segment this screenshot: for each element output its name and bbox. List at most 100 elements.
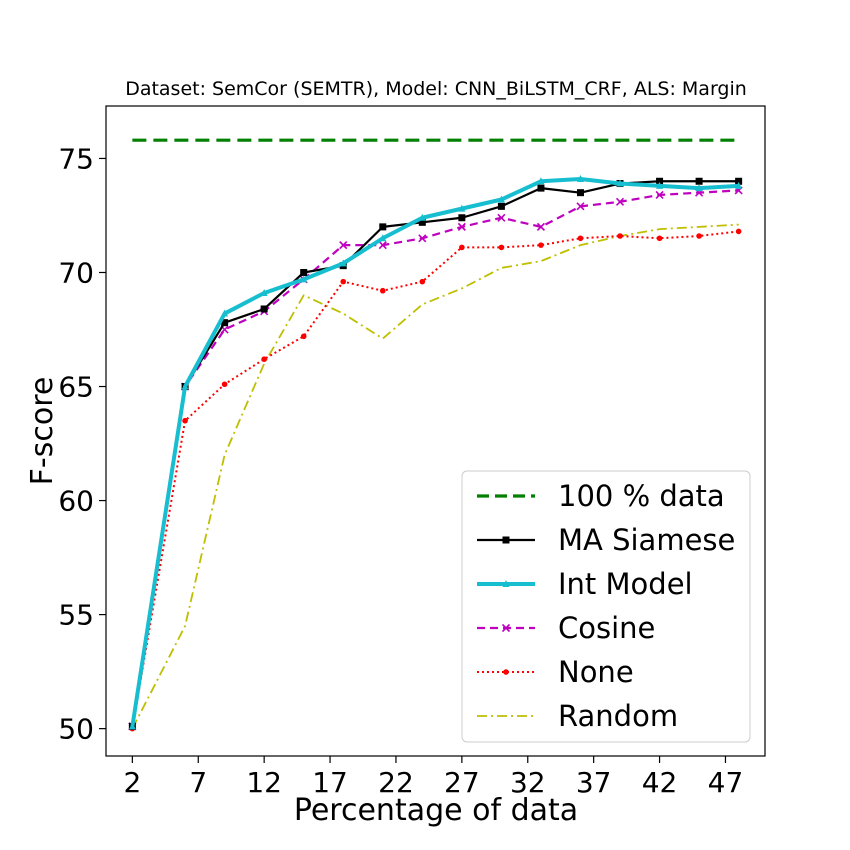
data-point-ma-siamese: [458, 214, 466, 222]
data-point-cosine: [339, 241, 348, 250]
legend-label: MA Siamese: [558, 523, 735, 557]
data-point-int-model: [537, 177, 545, 185]
data-point-int-model: [576, 174, 584, 182]
data-point-none: [340, 278, 347, 285]
series-line-random: [131, 223, 739, 730]
x-tick-label: 37: [576, 766, 612, 799]
data-point-ma-siamese: [300, 268, 308, 276]
data-point-ma-siamese: [537, 184, 545, 192]
data-point-int-model: [656, 181, 664, 189]
x-axis-ticks: 2 7 12 17 22 27 32 37 42 47: [123, 756, 743, 799]
x-tick-label: 17: [312, 766, 348, 799]
data-point-int-model: [458, 204, 466, 212]
legend-label: Int Model: [558, 567, 693, 601]
legend-item-100-data: 100 % data: [477, 479, 725, 513]
x-axis-label: Percentage of data: [294, 793, 578, 828]
data-point-none: [696, 233, 702, 239]
y-tick-label: 70: [58, 256, 94, 289]
x-tick-label: 42: [642, 766, 678, 799]
data-point-cosine: [536, 222, 546, 231]
series-random: [131, 223, 739, 730]
data-point-int-model: [616, 179, 624, 187]
data-point-ma-siamese: [497, 202, 505, 210]
series-line-cosine: [131, 189, 739, 727]
data-point-none: [735, 228, 742, 235]
data-point-ma-siamese: [576, 189, 584, 197]
data-point-ma-siamese: [735, 177, 743, 185]
data-point-none: [538, 242, 544, 248]
series-none: [129, 228, 742, 732]
legend-marker: [503, 669, 509, 675]
data-point-cosine: [576, 202, 585, 211]
x-tick-label: 22: [378, 766, 414, 799]
y-tick-label: 50: [58, 713, 94, 746]
data-point-none: [577, 235, 584, 242]
series-layer: [128, 138, 743, 732]
data-point-none: [379, 287, 386, 294]
legend-frame: [461, 470, 751, 743]
x-tick-label: 47: [708, 766, 744, 799]
data-point-int-model: [735, 181, 743, 189]
legend-label: None: [558, 655, 634, 689]
data-point-none: [182, 417, 188, 424]
data-point-int-model: [695, 184, 703, 192]
data-point-int-model: [181, 382, 189, 390]
y-axis-ticks: 50 55 60 65 70 75: [58, 142, 106, 746]
data-point-ma-siamese: [695, 177, 703, 185]
y-tick-label: 55: [58, 599, 94, 632]
legend-label: Cosine: [558, 611, 655, 645]
plot-frame: [105, 105, 766, 757]
data-point-none: [300, 333, 307, 340]
legend-marker: [502, 536, 510, 544]
data-point-int-model: [339, 259, 347, 267]
legend-item-ma-siamese: MA Siamese: [477, 523, 735, 557]
data-point-none: [261, 356, 267, 362]
data-point-ma-siamese: [260, 305, 268, 313]
x-tick-label: 27: [444, 766, 480, 799]
data-point-none: [221, 381, 228, 388]
data-point-int-model: [379, 234, 387, 242]
legend-marker: [502, 580, 510, 587]
series-line-ma-siamese: [131, 180, 739, 727]
data-point-none: [656, 235, 663, 242]
x-tick-label: 7: [189, 766, 207, 799]
data-point-cosine: [418, 234, 427, 243]
legend-label: Random: [558, 699, 678, 733]
data-point-none: [498, 244, 505, 251]
x-tick-label: 2: [123, 766, 141, 799]
y-tick-label: 65: [58, 371, 94, 404]
legend-label: 100 % data: [558, 479, 725, 513]
data-point-cosine: [457, 222, 466, 231]
data-point-ma-siamese: [379, 223, 387, 231]
data-point-ma-siamese: [221, 319, 229, 327]
data-point-ma-siamese: [418, 218, 426, 226]
legend-item-none: None: [477, 655, 634, 689]
chart-title: Dataset: SemCor (SEMTR), Model: CNN_BiLS…: [125, 78, 747, 100]
x-tick-label: 32: [510, 766, 546, 799]
legend-item-cosine: Cosine: [477, 611, 655, 645]
legend-marker: [501, 623, 511, 633]
data-point-ma-siamese: [656, 177, 664, 185]
y-axis-label: F-score: [25, 377, 60, 486]
legend-item-random: Random: [477, 699, 678, 733]
legend: 100 % data MA Siamese Int Model Cosine None R…: [461, 470, 751, 743]
data-point-cosine: [497, 213, 506, 222]
data-point-none: [617, 233, 623, 239]
y-tick-label: 60: [58, 485, 94, 518]
data-point-int-model: [260, 289, 268, 297]
legend-item-int-model: Int Model: [477, 567, 693, 601]
data-point-int-model: [128, 722, 136, 730]
series-int-model: [128, 174, 743, 730]
data-point-int-model: [221, 309, 229, 317]
data-point-cosine: [655, 190, 664, 200]
data-point-int-model: [418, 213, 426, 221]
series-line-int-model: [130, 176, 739, 727]
data-point-cosine: [378, 241, 387, 250]
data-point-none: [419, 278, 426, 285]
data-point-int-model: [497, 195, 505, 203]
x-tick-label: 12: [246, 766, 282, 799]
data-point-cosine: [615, 197, 625, 206]
data-point-none: [459, 244, 465, 251]
y-tick-label: 75: [58, 142, 94, 175]
